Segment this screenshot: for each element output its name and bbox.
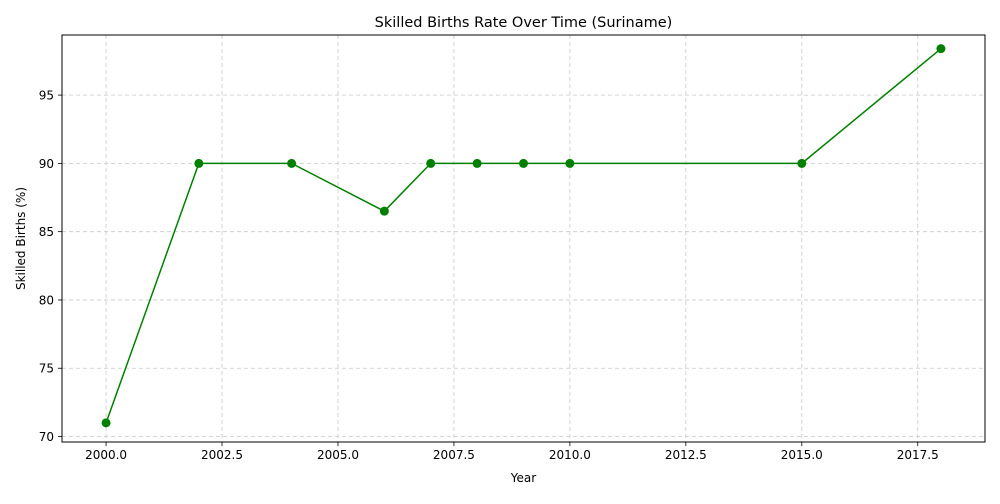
y-tick-label: 85	[39, 225, 54, 239]
data-point	[472, 158, 482, 168]
y-tick-label: 80	[39, 293, 54, 307]
chart-title: Skilled Births Rate Over Time (Suriname)	[375, 15, 673, 31]
x-tick-label: 2007.5	[433, 448, 475, 462]
data-point	[565, 158, 575, 168]
y-axis-ticks: 70 75 80 85 90 95	[39, 89, 62, 444]
series-line	[105, 48, 942, 424]
plot-frame	[61, 34, 986, 443]
y-axis-label: Skilled Births (%)	[14, 187, 28, 290]
data-point	[101, 418, 111, 428]
x-tick-label: 2017.5	[897, 448, 939, 462]
data-point	[379, 206, 389, 216]
data-point	[287, 158, 297, 168]
x-tick-label: 2000.0	[85, 448, 127, 462]
x-tick-label: 2012.5	[665, 448, 707, 462]
data-point	[194, 158, 204, 168]
grid	[62, 35, 985, 442]
x-tick-label: 2005.0	[317, 448, 359, 462]
x-axis-label: Year	[510, 471, 536, 485]
y-tick-label: 95	[39, 89, 54, 103]
y-tick-label: 75	[39, 362, 54, 376]
data-point	[797, 158, 807, 168]
x-tick-label: 2015.0	[781, 448, 823, 462]
x-axis-ticks: 2000.0 2002.5 2005.0 2007.5 2010.0 2012.5 2015…	[85, 442, 939, 462]
data-point	[936, 44, 946, 54]
x-tick-label: 2002.5	[201, 448, 243, 462]
data-point	[426, 158, 436, 168]
x-tick-label: 2010.0	[549, 448, 591, 462]
data-series	[101, 44, 946, 428]
data-point	[519, 158, 528, 168]
y-tick-label: 70	[39, 430, 54, 444]
y-tick-label: 90	[39, 157, 54, 171]
